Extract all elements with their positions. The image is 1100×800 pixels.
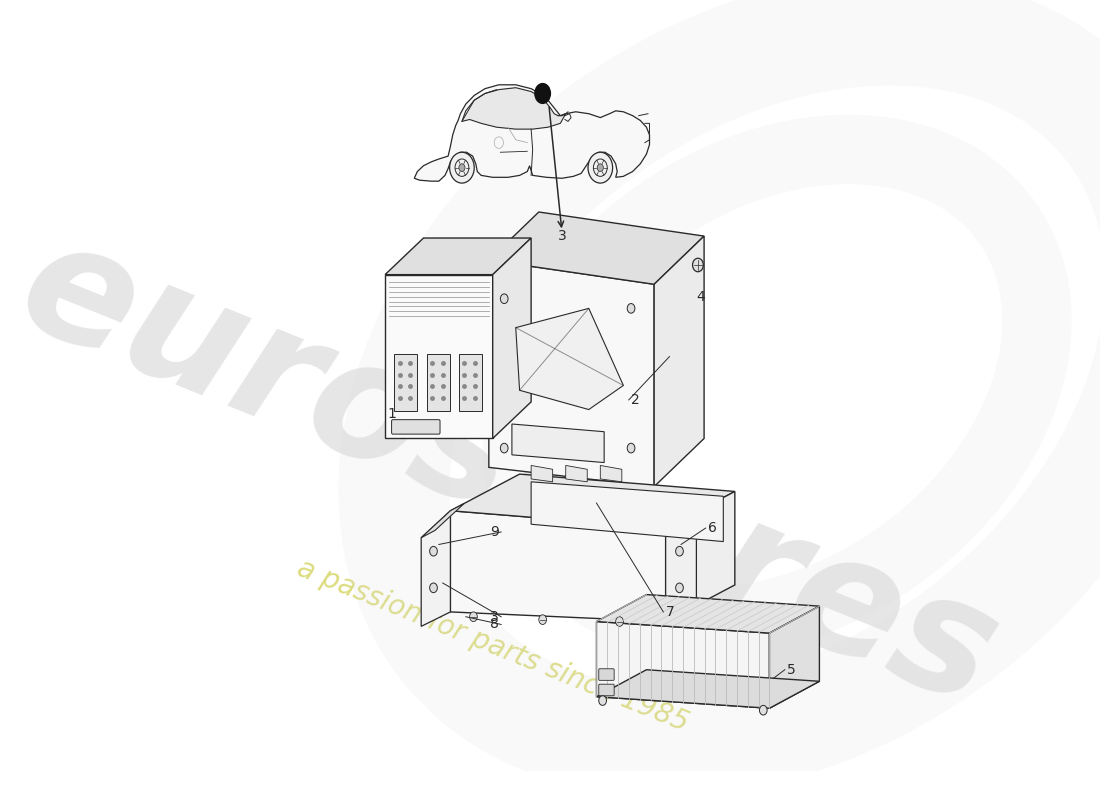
- Circle shape: [675, 583, 683, 593]
- Polygon shape: [769, 606, 820, 708]
- Polygon shape: [450, 510, 666, 622]
- FancyBboxPatch shape: [598, 684, 614, 696]
- Circle shape: [500, 294, 508, 303]
- Circle shape: [675, 546, 683, 556]
- Polygon shape: [516, 308, 624, 410]
- Polygon shape: [427, 354, 450, 411]
- Circle shape: [459, 164, 465, 171]
- Polygon shape: [493, 238, 531, 438]
- Polygon shape: [488, 212, 704, 284]
- Polygon shape: [531, 482, 724, 542]
- Circle shape: [759, 706, 767, 715]
- Text: 3: 3: [491, 610, 498, 624]
- Polygon shape: [565, 466, 587, 482]
- Text: 8: 8: [490, 618, 498, 631]
- Text: 5: 5: [788, 662, 796, 677]
- Polygon shape: [512, 424, 604, 462]
- Polygon shape: [462, 88, 565, 129]
- Circle shape: [450, 152, 474, 183]
- Circle shape: [693, 258, 703, 272]
- Circle shape: [627, 303, 635, 313]
- Circle shape: [470, 612, 477, 622]
- Polygon shape: [666, 528, 696, 626]
- Circle shape: [627, 443, 635, 453]
- Polygon shape: [459, 354, 482, 411]
- Polygon shape: [415, 85, 649, 181]
- Polygon shape: [421, 503, 464, 538]
- Text: 2: 2: [631, 393, 640, 407]
- Polygon shape: [596, 670, 820, 708]
- Polygon shape: [394, 354, 417, 411]
- Circle shape: [430, 583, 438, 593]
- FancyBboxPatch shape: [598, 669, 614, 680]
- Circle shape: [430, 546, 438, 556]
- Text: 9: 9: [490, 525, 498, 539]
- Text: 7: 7: [666, 605, 674, 619]
- Text: 3: 3: [558, 229, 566, 243]
- Text: 4: 4: [696, 290, 705, 304]
- Circle shape: [500, 443, 508, 453]
- FancyBboxPatch shape: [392, 420, 440, 434]
- Text: a passion for parts since 1985: a passion for parts since 1985: [293, 554, 693, 738]
- Polygon shape: [596, 594, 820, 633]
- Circle shape: [597, 164, 604, 171]
- Polygon shape: [450, 474, 735, 528]
- Circle shape: [598, 696, 606, 706]
- Polygon shape: [596, 622, 769, 708]
- Polygon shape: [601, 466, 621, 482]
- Polygon shape: [385, 274, 493, 438]
- Circle shape: [616, 617, 624, 626]
- Text: 6: 6: [708, 521, 717, 535]
- Text: 1: 1: [387, 407, 397, 422]
- Polygon shape: [421, 510, 450, 626]
- Polygon shape: [666, 491, 735, 622]
- Polygon shape: [531, 466, 552, 482]
- Polygon shape: [385, 238, 531, 274]
- Text: eurospares: eurospares: [0, 205, 1019, 740]
- Polygon shape: [488, 260, 654, 486]
- Circle shape: [535, 83, 551, 104]
- Circle shape: [588, 152, 613, 183]
- Circle shape: [539, 615, 547, 625]
- Polygon shape: [654, 236, 704, 486]
